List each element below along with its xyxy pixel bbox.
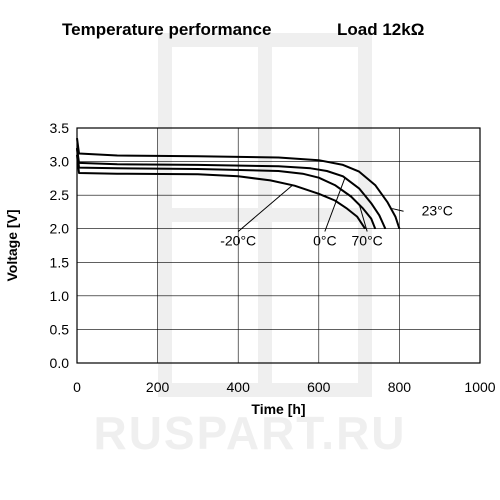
- series-annotations: 23°C -20°C 0°C 70°C: [220, 177, 453, 249]
- annotation-leader: [392, 208, 404, 212]
- annotation-leader: [237, 184, 293, 232]
- y-tick-label: 2.0: [50, 221, 70, 237]
- y-tick-label: 0.5: [50, 321, 70, 337]
- chart-title: Temperature performance: [62, 20, 272, 39]
- x-tick-label: 200: [146, 379, 170, 395]
- annotation-leader: [358, 203, 368, 232]
- annotation-leader: [324, 177, 346, 232]
- y-tick-label: 0.0: [50, 355, 70, 371]
- x-axis-ticks: 0 200 400 600 800 1000: [73, 379, 496, 395]
- x-tick-label: 600: [307, 379, 331, 395]
- y-tick-label: 3.0: [50, 154, 70, 170]
- series-lines: [76, 137, 401, 230]
- chart-subtitle: Load 12kΩ: [337, 20, 425, 39]
- x-axis-label: Time [h]: [251, 401, 305, 417]
- annotation-label: 0°C: [313, 233, 337, 249]
- series-line: [76, 137, 401, 230]
- y-axis-ticks: 0.0 0.5 1.0 1.5 2.0 2.5 3.0 3.5: [50, 120, 70, 371]
- series-line: [76, 147, 377, 230]
- y-axis-label: Voltage [V]: [4, 209, 20, 281]
- y-tick-label: 3.5: [50, 120, 70, 136]
- x-tick-label: 800: [388, 379, 412, 395]
- series-line: [76, 147, 387, 230]
- y-tick-label: 1.0: [50, 288, 70, 304]
- annotation-label: 70°C: [352, 233, 383, 249]
- y-tick-label: 1.5: [50, 254, 70, 270]
- annotation-label: -20°C: [220, 233, 256, 249]
- annotation-label: 23°C: [422, 202, 453, 218]
- x-tick-label: 1000: [464, 379, 495, 395]
- x-tick-label: 400: [227, 379, 251, 395]
- y-tick-label: 2.5: [50, 187, 70, 203]
- plot-frame: [76, 127, 481, 364]
- x-tick-label: 0: [73, 379, 81, 395]
- series-line: [76, 154, 366, 230]
- grid: [77, 128, 480, 363]
